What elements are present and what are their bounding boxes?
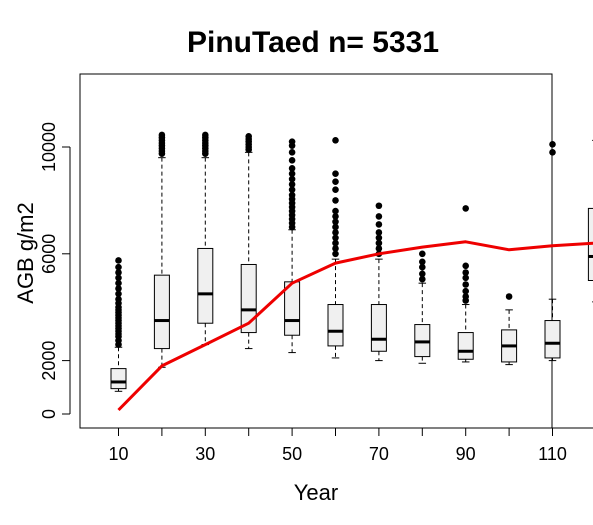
outlier-point (419, 270, 426, 278)
outlier-point (419, 263, 426, 271)
x-tick-label: 50 (282, 444, 302, 464)
outlier-point (462, 287, 470, 295)
box-year-30 (197, 131, 214, 346)
outlier-point (115, 290, 122, 298)
box-year-100 (501, 293, 518, 366)
outlier-point (332, 239, 339, 247)
outlier-point (332, 207, 339, 215)
box-year-80 (414, 250, 431, 364)
box-iqr (327, 304, 344, 347)
outlier-point (332, 234, 339, 242)
outlier-point (419, 275, 426, 283)
box-iqr (457, 332, 474, 360)
outlier-point (115, 257, 122, 264)
box-year-90 (457, 205, 474, 363)
outlier-point (332, 170, 339, 177)
y-tick-label: 6000 (39, 234, 59, 274)
outlier-point (115, 285, 122, 292)
box-year-40 (240, 133, 257, 350)
outlier-point (332, 137, 339, 144)
x-tick-label: 10 (108, 444, 128, 464)
outlier-point (288, 138, 296, 145)
outlier-point (375, 202, 383, 210)
box-iqr (370, 304, 387, 352)
outlier-point (505, 293, 513, 300)
box-iqr (240, 263, 257, 334)
box-iqr (153, 274, 170, 350)
outlier-point (332, 250, 339, 258)
box-iqr (197, 247, 214, 324)
outlier-point (332, 223, 339, 231)
outlier-point (332, 218, 339, 226)
outlier-point (158, 131, 166, 139)
x-tick-label: 110 (538, 444, 567, 464)
box-year-120 (587, 139, 593, 303)
outlier-point (115, 263, 122, 271)
chart-title: PinuTaed n= 5331 (187, 26, 439, 59)
plot-frame (79, 73, 553, 429)
outlier-point (549, 141, 556, 148)
outlier-point (332, 229, 339, 236)
outlier-point (288, 170, 296, 177)
y-tick-label: 10000 (39, 122, 59, 172)
outlier-point (288, 175, 296, 183)
box-year-70 (370, 202, 387, 362)
outlier-point (419, 250, 426, 258)
outlier-point (419, 258, 426, 266)
box-iqr (110, 368, 127, 390)
outlier-point (462, 274, 470, 282)
outlier-point (288, 191, 296, 199)
outlier-point (115, 295, 122, 303)
outlier-point (332, 245, 339, 252)
outlier-point (202, 131, 209, 139)
outlier-point (288, 157, 296, 164)
outlier-point (288, 181, 296, 188)
outlier-point (375, 213, 383, 220)
outlier-point (288, 149, 296, 156)
y-tick-label: 0 (39, 409, 59, 419)
outlier-point (462, 293, 470, 300)
box-year-10 (110, 257, 127, 392)
outlier-point (332, 197, 339, 204)
mean-trend-line (117, 240, 593, 412)
outlier-point (115, 269, 122, 276)
outlier-point (462, 269, 470, 276)
outlier-point (462, 262, 470, 270)
outlier-point (375, 245, 383, 252)
box-year-50 (284, 138, 301, 354)
outlier-point (375, 229, 383, 236)
outlier-point (375, 221, 383, 228)
outlier-point (332, 186, 339, 194)
y-axis: 0 2000 6000 10000 (39, 122, 71, 419)
outlier-point (375, 239, 383, 247)
outlier-point (549, 149, 556, 156)
x-axis-label: Year (294, 480, 338, 505)
box-year-110 (544, 141, 561, 362)
box-iqr (544, 320, 561, 359)
outlier-point (288, 186, 296, 194)
trend-line-group (117, 240, 593, 412)
y-tick-label: 2000 (39, 341, 59, 381)
outlier-point (332, 213, 339, 220)
outlier-point (462, 205, 470, 212)
x-axis: 1030507090110140190 (108, 427, 593, 464)
outlier-point (288, 165, 296, 172)
outlier-point (332, 178, 339, 186)
outlier-point (115, 279, 122, 287)
outlier-point (245, 133, 252, 140)
x-tick-label: 30 (195, 444, 215, 464)
y-axis-label: AGB g/m2 (13, 202, 38, 303)
outlier-point (462, 281, 470, 288)
box-year-20 (153, 131, 170, 368)
outlier-point (115, 274, 122, 282)
outlier-point (375, 234, 383, 242)
box-year-60 (327, 137, 344, 359)
box-group (110, 131, 593, 392)
x-tick-label: 70 (369, 444, 389, 464)
x-tick-label: 90 (456, 444, 476, 464)
